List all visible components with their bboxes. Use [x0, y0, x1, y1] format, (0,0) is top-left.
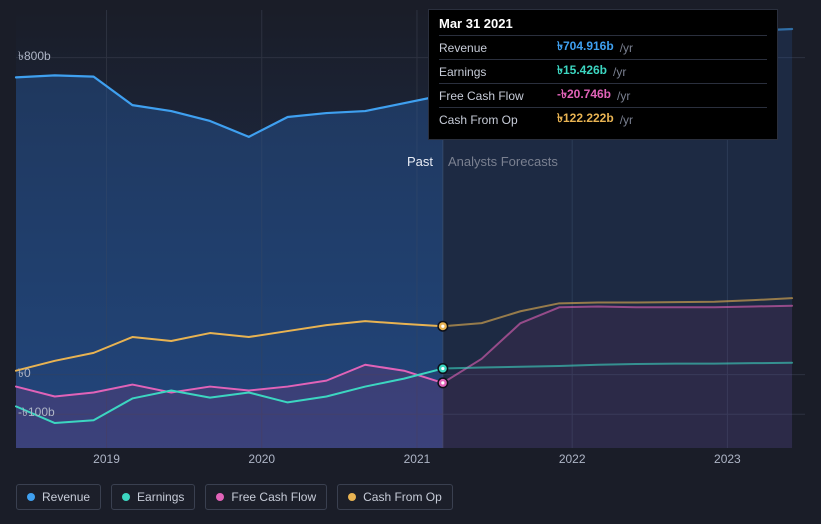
legend-item-cfo[interactable]: Cash From Op — [337, 484, 453, 510]
legend-item-label: Earnings — [137, 490, 184, 504]
tooltip-row-value: ৳122.222b — [557, 110, 614, 130]
legend-dot-icon — [216, 493, 224, 501]
tooltip-row-label: Cash From Op — [439, 113, 551, 127]
legend-item-earnings[interactable]: Earnings — [111, 484, 195, 510]
tooltip-row: Free Cash Flow -৳20.746b /yr — [439, 83, 767, 107]
tooltip-row-label: Earnings — [439, 65, 551, 79]
tooltip-row-value: ৳15.426b — [557, 62, 607, 82]
legend-dot-icon — [122, 493, 130, 501]
tooltip-row-unit: /yr — [617, 89, 630, 103]
x-tick-label: 2020 — [248, 452, 275, 466]
x-tick-label: 2021 — [404, 452, 431, 466]
x-tick-label: 2023 — [714, 452, 741, 466]
tooltip-row-unit: /yr — [613, 65, 626, 79]
y-tick-label: ৳800b — [18, 48, 51, 68]
legend-dot-icon — [348, 493, 356, 501]
tooltip-row-unit: /yr — [620, 113, 633, 127]
y-tick-label: -৳100b — [18, 404, 55, 424]
forecast-label: Analysts Forecasts — [448, 154, 558, 169]
past-label: Past — [407, 154, 433, 169]
legend-dot-icon — [27, 493, 35, 501]
legend-item-label: Revenue — [42, 490, 90, 504]
legend-item-revenue[interactable]: Revenue — [16, 484, 101, 510]
x-tick-label: 2019 — [93, 452, 120, 466]
tooltip-row: Earnings ৳15.426b /yr — [439, 59, 767, 83]
tooltip-row-unit: /yr — [620, 41, 633, 55]
tooltip-row-label: Free Cash Flow — [439, 89, 551, 103]
x-tick-label: 2022 — [559, 452, 586, 466]
chart-tooltip: Mar 31 2021 Revenue৳704.916b /yrEarnings… — [428, 9, 778, 140]
y-tick-label: ৳0 — [18, 365, 31, 385]
chart-legend: Revenue Earnings Free Cash Flow Cash From O… — [16, 484, 453, 510]
legend-item-fcf[interactable]: Free Cash Flow — [205, 484, 327, 510]
legend-item-label: Free Cash Flow — [231, 490, 316, 504]
legend-item-label: Cash From Op — [363, 490, 442, 504]
tooltip-row: Revenue ৳704.916b /yr — [439, 35, 767, 59]
tooltip-date: Mar 31 2021 — [439, 16, 767, 35]
tooltip-row: Cash From Op ৳122.222b /yr — [439, 107, 767, 131]
tooltip-row-value: -৳20.746b — [557, 86, 611, 106]
tooltip-row-label: Revenue — [439, 41, 551, 55]
tooltip-row-value: ৳704.916b — [557, 38, 614, 58]
